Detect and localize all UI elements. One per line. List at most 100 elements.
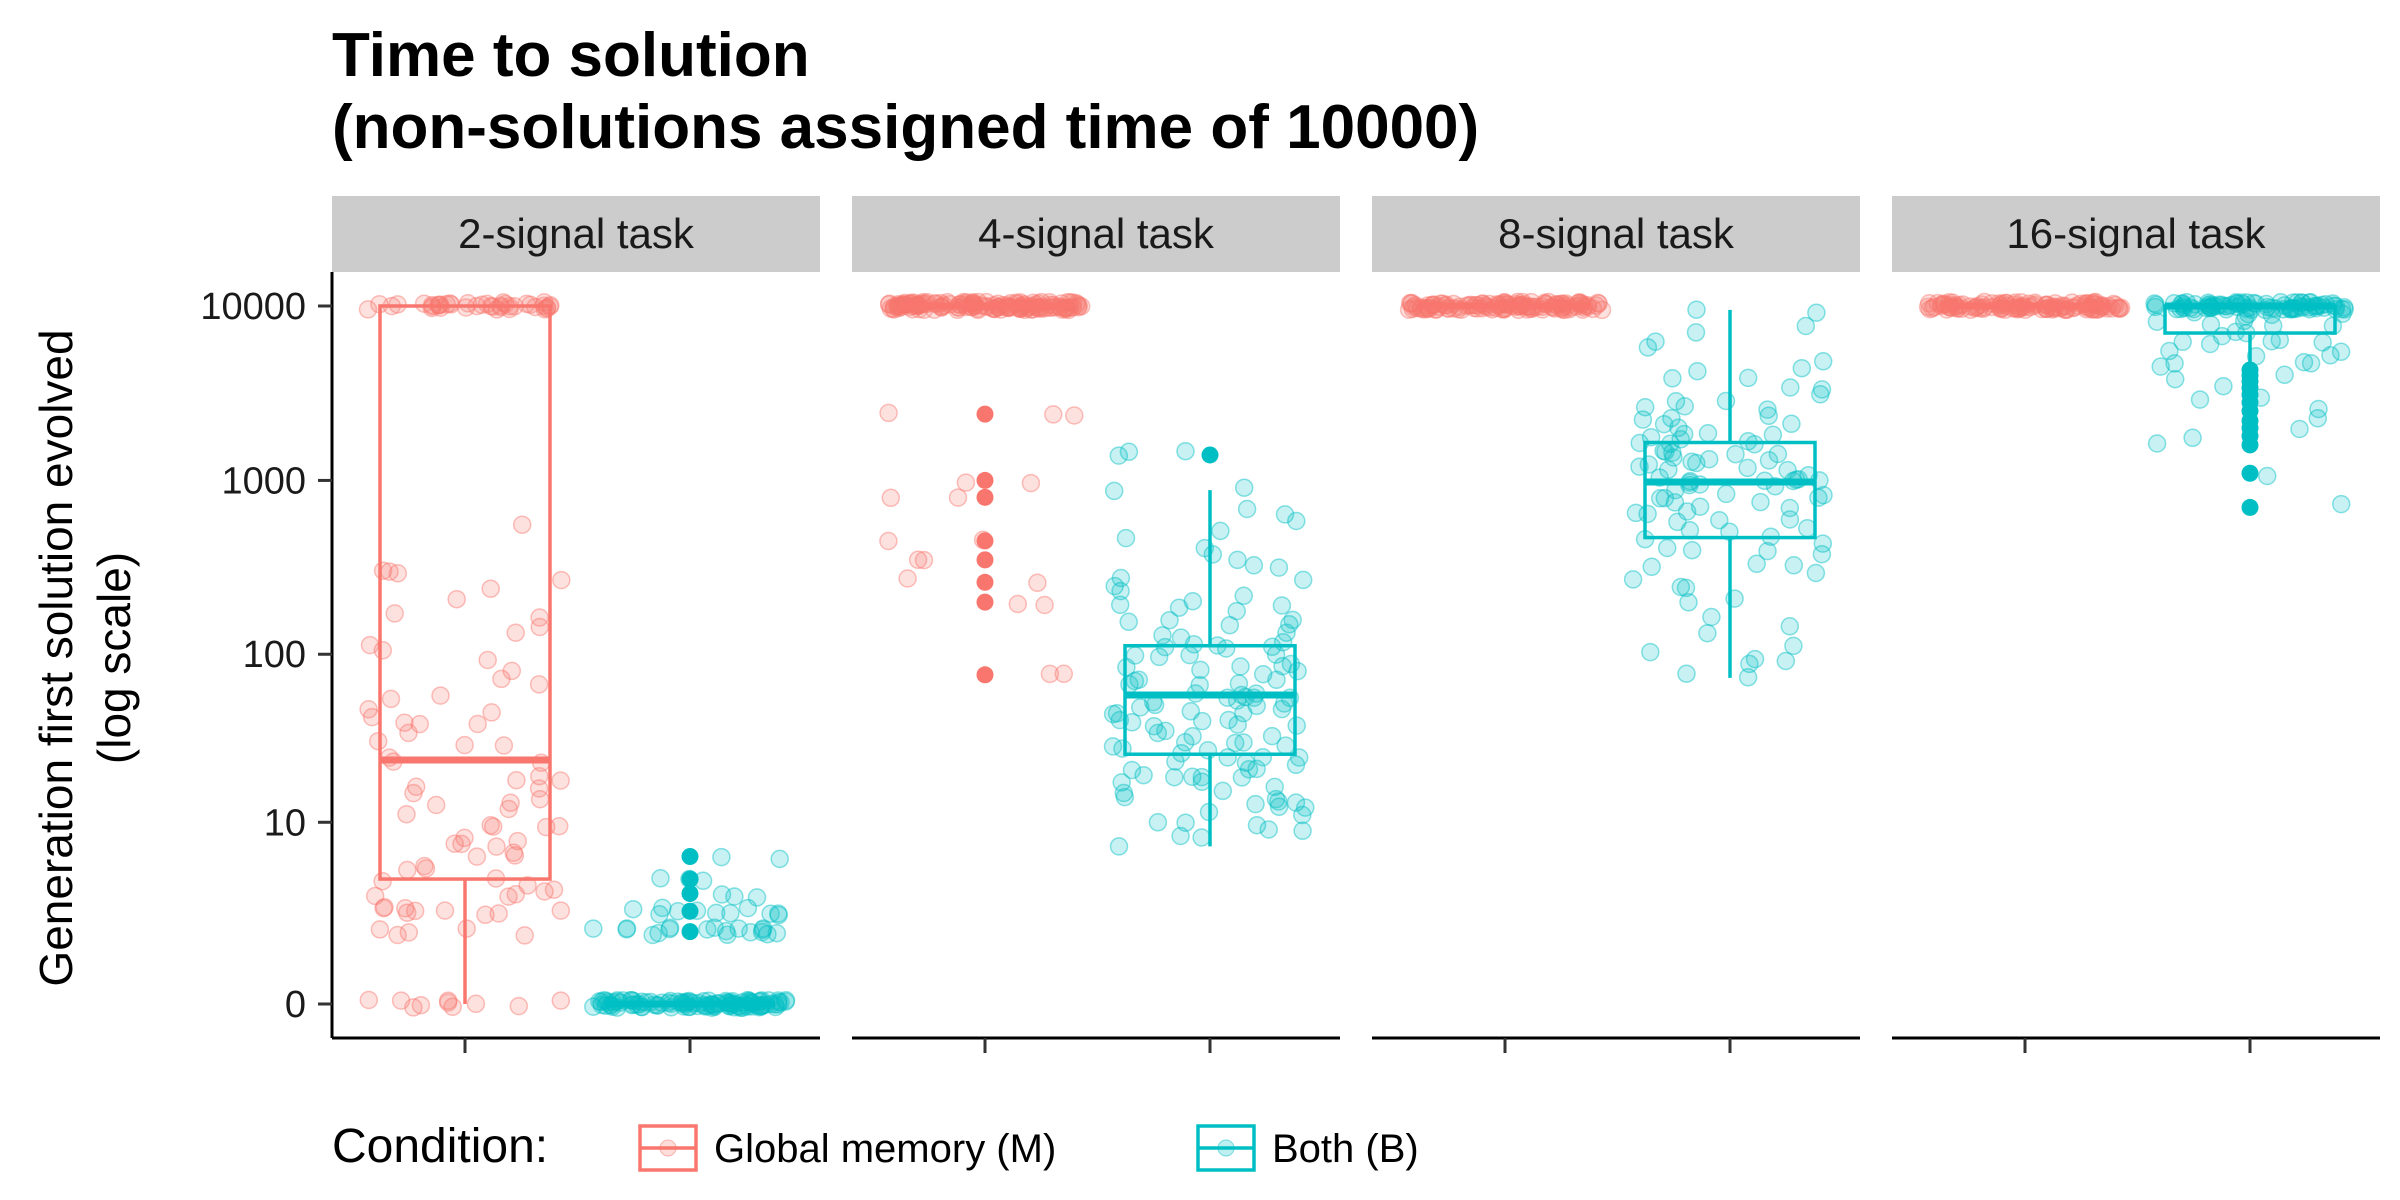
outlier-point	[681, 848, 699, 866]
data-point	[1662, 408, 1681, 428]
data-point	[1677, 664, 1696, 683]
data-point	[617, 919, 637, 938]
y-tick-label: 100	[243, 634, 306, 676]
data-point	[1103, 704, 1123, 724]
data-point	[1269, 792, 1288, 811]
data-point	[1021, 473, 1041, 493]
data-point	[405, 901, 425, 921]
data-point	[1759, 406, 1778, 426]
data-point	[1180, 645, 1199, 665]
data-point	[426, 795, 446, 815]
data-point	[1677, 502, 1697, 521]
data-point	[1654, 414, 1674, 434]
data-point	[447, 589, 466, 609]
data-point	[368, 731, 388, 751]
data-point	[1203, 545, 1223, 564]
data-point	[1225, 733, 1245, 753]
data-point	[362, 707, 382, 727]
data-point	[1192, 711, 1212, 731]
data-point	[1663, 369, 1682, 388]
data-point	[1669, 418, 1688, 438]
facet-strip	[1372, 196, 1860, 272]
data-point	[1668, 512, 1687, 532]
data-point	[948, 488, 968, 507]
box-group	[2145, 292, 2354, 1053]
data-point	[1287, 511, 1306, 531]
data-point	[435, 901, 455, 920]
data-point	[1738, 668, 1758, 687]
data-point	[370, 920, 390, 939]
data-point	[1234, 703, 1253, 723]
data-point	[1115, 787, 1135, 807]
data-point	[489, 904, 508, 923]
data-point	[1699, 449, 1719, 469]
data-point	[504, 843, 523, 862]
data-point	[455, 735, 474, 755]
data-point	[1035, 595, 1054, 615]
data-point	[2165, 369, 2185, 389]
data-point	[445, 834, 464, 853]
data-point	[414, 294, 434, 313]
data-point	[1111, 568, 1131, 588]
box-group	[1918, 292, 2131, 1053]
data-point	[1145, 695, 1165, 715]
data-point	[1646, 332, 1665, 351]
data-point	[705, 918, 724, 937]
data-point	[411, 995, 431, 1015]
data-point	[1676, 578, 1696, 598]
data-point	[1919, 294, 1939, 313]
data-point	[1782, 414, 1801, 434]
data-point	[1169, 598, 1189, 617]
data-point	[1759, 451, 1779, 470]
data-point	[395, 713, 414, 732]
facet-strip	[332, 196, 820, 272]
data-point	[1293, 570, 1313, 590]
data-point	[1758, 541, 1777, 561]
data-point	[879, 403, 898, 423]
data-point	[1183, 767, 1202, 787]
legend-key-point	[659, 1139, 677, 1157]
y-axis-title-line-1: Generation first solution evolved	[30, 329, 82, 986]
iqr-box	[378, 304, 552, 881]
data-point	[1277, 623, 1296, 642]
data-point	[1665, 493, 1685, 512]
data-point	[2111, 298, 2131, 317]
data-point	[1040, 664, 1060, 684]
data-point	[1650, 489, 1670, 508]
data-point	[2109, 299, 2129, 318]
data-point	[443, 997, 462, 1017]
data-point	[1266, 789, 1286, 809]
data-point	[653, 898, 672, 918]
data-point	[1776, 651, 1796, 671]
data-point	[1286, 793, 1306, 812]
data-point	[359, 990, 379, 1010]
y-axis-title: Generation first solution evolved (log s…	[30, 329, 140, 986]
data-point	[1745, 435, 1764, 454]
legend-item: Both (B)	[1196, 1124, 1419, 1172]
data-point	[1246, 794, 1265, 814]
data-point	[1780, 510, 1800, 529]
data-point	[712, 847, 731, 867]
data-point	[1148, 723, 1168, 743]
data-point	[481, 816, 500, 835]
data-point	[1275, 505, 1295, 524]
data-point	[1213, 781, 1233, 801]
data-point	[1698, 423, 1718, 443]
data-point	[776, 991, 796, 1010]
data-point	[1234, 478, 1254, 497]
data-point	[468, 714, 487, 734]
data-point	[1738, 368, 1758, 388]
data-point	[1635, 397, 1655, 417]
data-point	[741, 923, 760, 942]
data-point	[467, 847, 487, 866]
data-point	[1814, 485, 1833, 505]
data-point	[1623, 570, 1643, 589]
data-point	[651, 869, 670, 888]
data-point	[1638, 338, 1658, 357]
data-point	[478, 650, 497, 670]
data-point	[1156, 721, 1175, 741]
data-point	[1813, 352, 1833, 371]
data-point	[1232, 768, 1252, 787]
data-point	[476, 905, 495, 925]
data-point	[1119, 612, 1138, 632]
